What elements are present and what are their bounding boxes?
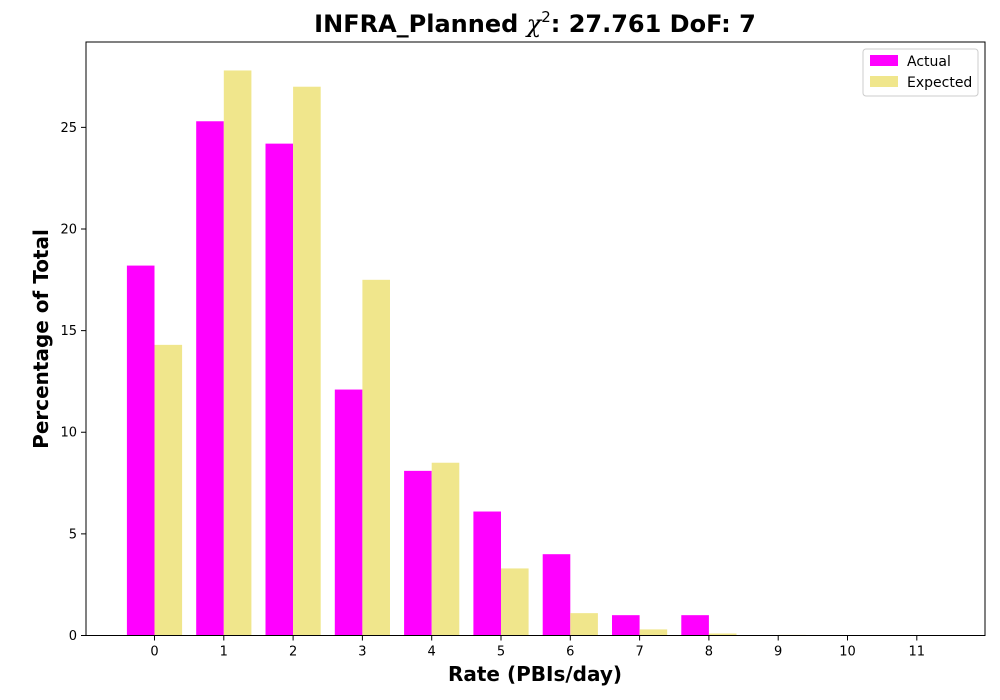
ticks-layer: 0 1 2 3 4 5 6 7 8 9 10 11 0 5 10 15 20 25 bbox=[60, 121, 925, 660]
bar-actual-5 bbox=[473, 511, 501, 636]
legend-swatch-actual bbox=[870, 55, 898, 66]
x-tick-label: 2 bbox=[289, 645, 297, 660]
plot-frame bbox=[85, 41, 986, 636]
chart-title-suffix: : 27.761 DoF: 7 bbox=[551, 10, 756, 38]
x-tick-label: 6 bbox=[566, 645, 574, 660]
bar-actual-2 bbox=[265, 143, 294, 636]
y-axis-title: Percentage of Total bbox=[29, 229, 53, 449]
bar-expected-7 bbox=[639, 629, 668, 636]
x-tick-label: 5 bbox=[497, 645, 505, 660]
bar-expected-6 bbox=[570, 613, 598, 636]
y-tick-label: 0 bbox=[69, 629, 77, 644]
bar-expected-1 bbox=[223, 70, 252, 636]
legend-label-expected: Expected bbox=[907, 75, 972, 91]
x-tick-label: 3 bbox=[358, 645, 366, 660]
bar-expected-2 bbox=[293, 86, 321, 636]
bars-layer bbox=[126, 70, 876, 636]
bar-actual-4 bbox=[404, 470, 432, 636]
x-tick-label: 8 bbox=[705, 645, 713, 660]
bar-actual-7 bbox=[612, 615, 640, 636]
chart-title: INFRA_Planned χ2: 27.761 DoF: 7 bbox=[314, 8, 756, 38]
bar-expected-4 bbox=[431, 462, 460, 636]
y-tick-label: 20 bbox=[60, 222, 77, 237]
bar-actual-0 bbox=[126, 265, 155, 636]
bar-expected-5 bbox=[501, 568, 529, 636]
x-tick-label: 0 bbox=[150, 645, 158, 660]
x-tick-label: 7 bbox=[635, 645, 643, 660]
bar-actual-8 bbox=[681, 615, 709, 636]
chart-title-superscript: 2 bbox=[541, 8, 551, 26]
y-tick-label: 15 bbox=[60, 324, 77, 339]
chart-title-chi: χ bbox=[525, 10, 543, 38]
x-tick-label: 4 bbox=[428, 645, 436, 660]
x-axis-title: Rate (PBIs/day) bbox=[448, 662, 622, 686]
x-tick-label: 11 bbox=[909, 645, 926, 660]
bar-expected-3 bbox=[362, 279, 390, 636]
y-tick-label: 10 bbox=[60, 426, 77, 441]
y-tick-label: 25 bbox=[60, 121, 77, 136]
bar-expected-0 bbox=[154, 344, 183, 636]
bar-actual-1 bbox=[196, 121, 224, 636]
bar-expected-8 bbox=[708, 633, 737, 636]
bar-actual-3 bbox=[334, 389, 363, 636]
y-tick-label: 5 bbox=[69, 527, 77, 542]
x-tick-label: 1 bbox=[220, 645, 228, 660]
legend-label-actual: Actual bbox=[907, 54, 951, 70]
legend: Actual Expected bbox=[862, 48, 979, 97]
x-tick-label: 9 bbox=[774, 645, 782, 660]
legend-swatch-expected bbox=[870, 76, 898, 87]
x-tick-label: 10 bbox=[839, 645, 856, 660]
bar-actual-6 bbox=[542, 554, 571, 636]
chart-title-prefix: INFRA_Planned bbox=[314, 10, 526, 38]
